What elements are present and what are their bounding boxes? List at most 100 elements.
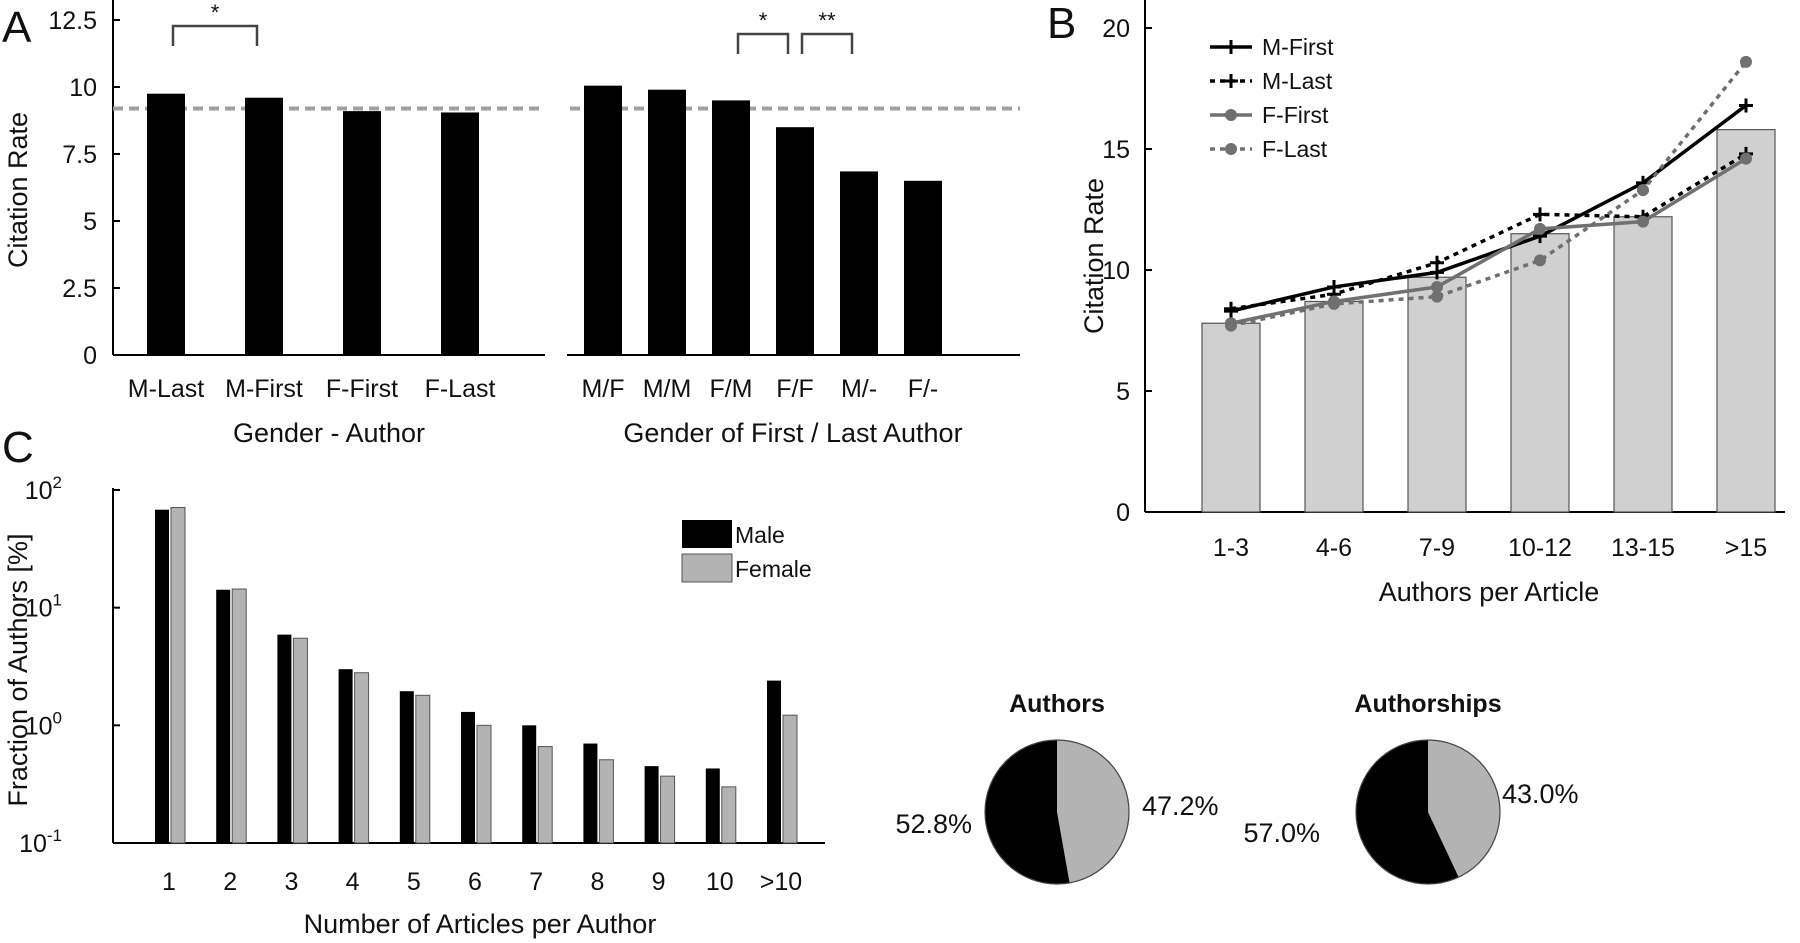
x-tick-label: 10-12: [1508, 534, 1572, 562]
marker-dot: [1534, 222, 1546, 235]
bar-Female-6: [476, 724, 492, 844]
bar-F/-: [904, 180, 942, 355]
bar-M-Last: [147, 93, 185, 355]
panel-b-legend: M-First M-Last F-First F-Last: [1210, 34, 1334, 162]
panel-a-left-x-label: Gender - Author: [233, 418, 425, 448]
bar-Female->10: [782, 714, 798, 844]
series-line-M-First: [1230, 104, 1748, 313]
legend-label: F-First: [1262, 102, 1329, 128]
panel-a-right-significance: * **: [736, 8, 854, 54]
y-tick-label: 20: [1102, 15, 1130, 43]
marker-dot: [1225, 319, 1237, 332]
bar-Male-4: [338, 669, 353, 843]
panel-a-left-significance: *: [171, 0, 259, 46]
bar-Male-2: [216, 589, 231, 843]
bar-Male-5: [399, 691, 414, 843]
bar-4-6: [1304, 300, 1364, 513]
significance-label: *: [211, 0, 220, 25]
x-tick-label: M/-: [841, 375, 877, 403]
pie-slice-female: [1057, 740, 1129, 883]
bar-F/M: [712, 100, 750, 356]
panel-b-y-label: Citation Rate: [1079, 178, 1109, 334]
x-tick-label: 4: [346, 868, 360, 896]
pie-authors: Authors 52.8% 47.2%: [895, 690, 1219, 885]
bar-Female-1: [170, 507, 186, 844]
marker-dot: [1225, 109, 1237, 121]
panel-a: 0 2.5 5 7.5 10 12.5 * M-Last M-First F-First F-L…: [3, 0, 1020, 448]
panel-a-right-x-label: Gender of First / Last Author: [623, 418, 962, 448]
pie-outline: [1355, 739, 1501, 885]
bar-10-12: [1510, 233, 1570, 513]
panel-a-left-bars: [147, 93, 479, 356]
bar->15: [1716, 129, 1776, 513]
bar-Male-7: [522, 725, 537, 843]
y-tick-label: 2.5: [62, 275, 97, 303]
x-tick-label: 4-6: [1316, 534, 1352, 562]
y-tick-label: 15: [1102, 136, 1130, 164]
x-tick-label: 1-3: [1213, 534, 1249, 562]
bar-Male-6: [461, 711, 475, 843]
pie-authors-slices: 52.8% 47.2%: [895, 739, 1219, 885]
legend-label: Female: [735, 556, 812, 582]
y-tick-label: 5: [1116, 378, 1130, 406]
bar-F-Last: [441, 112, 479, 356]
x-tick-label: 3: [284, 868, 298, 896]
panel-c-y-label: Fraction of Authors [%]: [3, 533, 33, 806]
pie-authorships-title: Authorships: [1354, 690, 1501, 718]
x-tick-label: F-Last: [425, 375, 496, 403]
pie-outline: [984, 739, 1130, 885]
bar-Female-3: [292, 637, 308, 844]
significance-bracket: [800, 32, 854, 54]
bar-M/M: [648, 89, 686, 356]
x-tick-label: 8: [590, 868, 604, 896]
x-tick-label: F/-: [908, 375, 939, 403]
marker-plus: [1430, 255, 1444, 270]
panel-a-y-ticks: 0 2.5 5 7.5 10 12.5: [48, 7, 120, 370]
panel-c-x-ticks: 1 2 3 4 5 6 7 8 9 10 >10: [162, 868, 802, 896]
marker-plus: [1533, 207, 1547, 222]
bar-Male-9: [644, 766, 659, 843]
significance-label: *: [759, 8, 768, 33]
panel-b-x-label: Authors per Article: [1379, 577, 1600, 607]
bar-F/F: [776, 127, 814, 355]
bar-Male-3: [277, 634, 292, 843]
x-tick-label: M/M: [643, 375, 692, 403]
y-tick-label: 0: [83, 342, 97, 370]
marker-dot: [1740, 55, 1752, 68]
bar-M-First: [245, 97, 283, 355]
panel-c-legend: Male Female: [681, 520, 812, 583]
bar-Female-8: [598, 759, 614, 844]
x-tick-label: >15: [1725, 534, 1767, 562]
marker-dot: [1637, 215, 1649, 228]
panel-b-bars: [1201, 129, 1776, 513]
pie-slice-female: [1428, 740, 1500, 878]
marker-plus: [1224, 40, 1238, 54]
x-tick-label: 7-9: [1419, 534, 1455, 562]
pie-label-female: 43.0%: [1502, 779, 1579, 809]
x-tick-label: M/F: [581, 375, 624, 403]
y-tick-label: 5: [83, 208, 97, 236]
bar-Male-8: [583, 743, 598, 843]
x-tick-label: F/F: [776, 375, 814, 403]
marker-dot: [1637, 184, 1649, 197]
panel-c-bars: [155, 507, 798, 844]
legend-label: M-First: [1262, 34, 1334, 60]
x-tick-label: 10: [706, 868, 734, 896]
significance-label: **: [818, 8, 836, 33]
series-line-F-First: [1230, 157, 1747, 325]
bar-Female-7: [537, 746, 553, 844]
y-tick-label: 10-1: [19, 826, 62, 858]
x-tick-label: M-Last: [128, 375, 204, 403]
marker-plus: [1739, 98, 1753, 113]
pie-slice-male: [1356, 740, 1459, 884]
marker-dot: [1431, 280, 1443, 293]
significance-bracket: [736, 32, 790, 54]
x-tick-label: 13-15: [1611, 534, 1675, 562]
legend-label: Male: [735, 522, 785, 548]
y-tick-label: 102: [25, 473, 62, 505]
panel-b-lines: [1224, 55, 1753, 332]
y-tick-label: 0: [1116, 499, 1130, 527]
